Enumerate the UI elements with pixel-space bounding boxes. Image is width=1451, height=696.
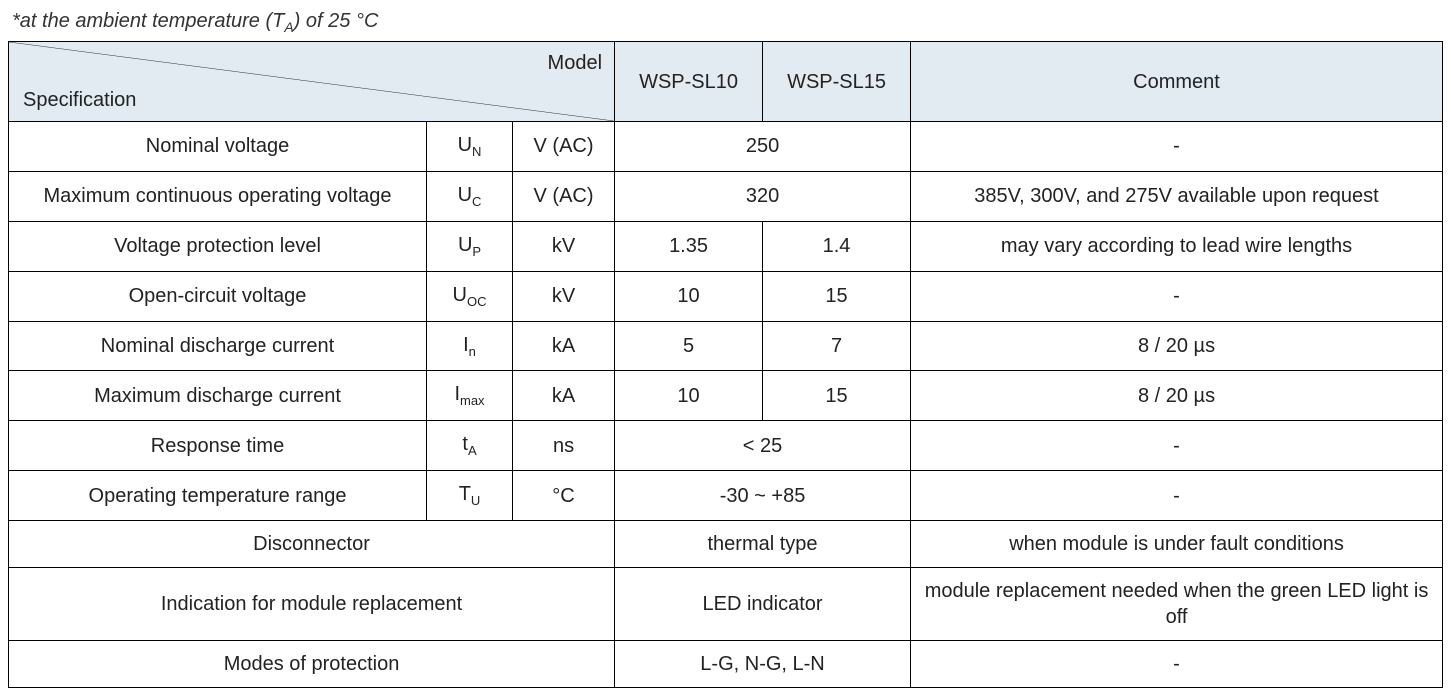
table-row: Voltage protection levelUPkV1.351.4may v… <box>9 221 1443 271</box>
spec-name: Operating temperature range <box>9 471 427 521</box>
spec-unit: kA <box>513 321 615 371</box>
spec-name: Nominal discharge current <box>9 321 427 371</box>
spec-symbol: TU <box>427 471 513 521</box>
table-row: Open-circuit voltageUOCkV1015- <box>9 271 1443 321</box>
table-row: Modes of protectionL-G, N-G, L-N- <box>9 641 1443 688</box>
spec-name: Maximum continuous operating voltage <box>9 171 427 221</box>
spec-name: Indication for module replacement <box>9 568 615 641</box>
spec-value-model2: 15 <box>763 371 911 421</box>
table-row: Nominal discharge currentInkA578 / 20 µs <box>9 321 1443 371</box>
spec-value-model2: 15 <box>763 271 911 321</box>
table-row: Response timetAns< 25- <box>9 421 1443 471</box>
spec-name: Response time <box>9 421 427 471</box>
header-specification-label: Specification <box>23 87 136 113</box>
spec-table: Model Specification WSP-SL10 WSP-SL15 Co… <box>8 41 1443 688</box>
header-model-1: WSP-SL10 <box>615 42 763 122</box>
table-row: Operating temperature rangeTU°C-30 ~ +85… <box>9 471 1443 521</box>
spec-value: 320 <box>615 171 911 221</box>
spec-comment: - <box>911 641 1443 688</box>
spec-value: LED indicator <box>615 568 911 641</box>
spec-value: 250 <box>615 122 911 172</box>
spec-value-model1: 1.35 <box>615 221 763 271</box>
table-row: Disconnectorthermal typewhen module is u… <box>9 521 1443 568</box>
spec-table-body: Nominal voltageUNV (AC)250-Maximum conti… <box>9 122 1443 688</box>
spec-unit: °C <box>513 471 615 521</box>
table-row: Indication for module replacementLED ind… <box>9 568 1443 641</box>
spec-value: < 25 <box>615 421 911 471</box>
spec-value-model1: 10 <box>615 371 763 421</box>
spec-unit: V (AC) <box>513 122 615 172</box>
spec-name: Voltage protection level <box>9 221 427 271</box>
ambient-note: *at the ambient temperature (TA) of 25 °… <box>8 8 1443 41</box>
spec-symbol: tA <box>427 421 513 471</box>
spec-comment: when module is under fault conditions <box>911 521 1443 568</box>
spec-value-model2: 7 <box>763 321 911 371</box>
spec-name: Modes of protection <box>9 641 615 688</box>
table-row: Nominal voltageUNV (AC)250- <box>9 122 1443 172</box>
spec-comment: 8 / 20 µs <box>911 321 1443 371</box>
header-model-label: Model <box>548 50 602 76</box>
spec-comment: module replacement needed when the green… <box>911 568 1443 641</box>
spec-unit: kV <box>513 271 615 321</box>
spec-value: L-G, N-G, L-N <box>615 641 911 688</box>
spec-value-model2: 1.4 <box>763 221 911 271</box>
table-row: Maximum continuous operating voltageUCV … <box>9 171 1443 221</box>
header-diag-cell: Model Specification <box>9 42 615 122</box>
spec-comment: - <box>911 471 1443 521</box>
spec-value-model1: 10 <box>615 271 763 321</box>
spec-unit: V (AC) <box>513 171 615 221</box>
spec-symbol: UN <box>427 122 513 172</box>
spec-value-model1: 5 <box>615 321 763 371</box>
spec-symbol: UC <box>427 171 513 221</box>
spec-unit: kA <box>513 371 615 421</box>
spec-symbol: UOC <box>427 271 513 321</box>
spec-unit: ns <box>513 421 615 471</box>
spec-symbol: UP <box>427 221 513 271</box>
spec-comment: - <box>911 122 1443 172</box>
spec-name: Open-circuit voltage <box>9 271 427 321</box>
spec-name: Disconnector <box>9 521 615 568</box>
spec-symbol: Imax <box>427 371 513 421</box>
spec-comment: may vary according to lead wire lengths <box>911 221 1443 271</box>
spec-symbol: In <box>427 321 513 371</box>
spec-name: Maximum discharge current <box>9 371 427 421</box>
spec-name: Nominal voltage <box>9 122 427 172</box>
spec-unit: kV <box>513 221 615 271</box>
spec-value: thermal type <box>615 521 911 568</box>
spec-comment: - <box>911 271 1443 321</box>
spec-value: -30 ~ +85 <box>615 471 911 521</box>
table-row: Maximum discharge currentImaxkA10158 / 2… <box>9 371 1443 421</box>
header-model-2: WSP-SL15 <box>763 42 911 122</box>
header-comment: Comment <box>911 42 1443 122</box>
spec-comment: - <box>911 421 1443 471</box>
spec-comment: 8 / 20 µs <box>911 371 1443 421</box>
header-row: Model Specification WSP-SL10 WSP-SL15 Co… <box>9 42 1443 122</box>
spec-comment: 385V, 300V, and 275V available upon requ… <box>911 171 1443 221</box>
